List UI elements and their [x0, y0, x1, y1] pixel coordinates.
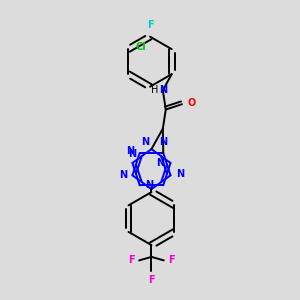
Text: N: N	[157, 158, 165, 168]
Text: N: N	[146, 180, 154, 190]
Text: N: N	[159, 137, 167, 147]
Text: Cl: Cl	[136, 42, 146, 52]
Text: N: N	[126, 146, 134, 157]
Text: N: N	[176, 169, 184, 179]
Text: N: N	[128, 148, 136, 158]
Text: F: F	[168, 255, 175, 266]
Text: F: F	[147, 20, 153, 30]
Text: O: O	[187, 98, 196, 108]
Text: F: F	[148, 274, 155, 284]
Text: N: N	[119, 170, 127, 180]
Text: H: H	[151, 85, 159, 95]
Text: F: F	[128, 255, 135, 266]
Text: N: N	[141, 137, 149, 147]
Text: N: N	[159, 85, 167, 95]
